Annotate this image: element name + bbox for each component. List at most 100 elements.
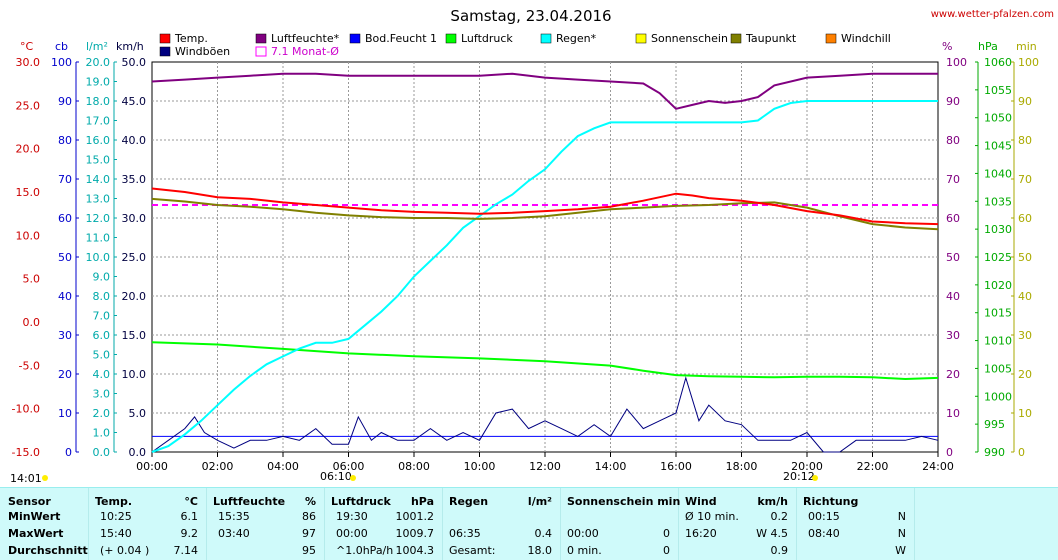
tick-label: 1005 xyxy=(984,362,1012,375)
tick-label: 40 xyxy=(1018,290,1032,303)
tick-label-time: 12:00 xyxy=(529,460,561,473)
tick-label: 0.0 xyxy=(93,446,111,459)
weather-chart: Samstag, 23.04.2016 www.wetter-pfalzen.c… xyxy=(10,7,1054,485)
header-wind: Wind xyxy=(685,495,717,508)
tick-label: 80 xyxy=(1018,134,1032,147)
legend-item-windboeen: Windböen xyxy=(159,45,230,58)
table-cell: 18.0 xyxy=(527,544,553,557)
site-link[interactable]: www.wetter-pfalzen.com xyxy=(931,9,1054,20)
legend-label: 7.1 Monat-Ø xyxy=(271,45,339,58)
header-hum: Luftfeuchte xyxy=(213,495,286,508)
table-cell: 1009.7 xyxy=(395,527,435,540)
unit-temp: °C xyxy=(20,40,34,53)
unit-min: min xyxy=(1016,40,1037,53)
table-cell: ^1.0hPa/h xyxy=(336,544,394,557)
tick-label: 1.0 xyxy=(93,427,111,440)
tick-label-time: 22:00 xyxy=(857,460,889,473)
tick-label: 10.0 xyxy=(122,368,147,381)
legend-item-temp: Temp. xyxy=(159,32,208,45)
tick-label: 1015 xyxy=(984,307,1012,320)
header-temp-unit: °C xyxy=(184,495,198,508)
col-divider xyxy=(88,488,89,560)
table-cell: 00:00 xyxy=(567,527,599,540)
tick-label: 19.0 xyxy=(86,76,111,89)
table-cell: 9.2 xyxy=(180,527,199,540)
tick-label: 0 xyxy=(946,446,953,459)
tick-label: 5.0 xyxy=(93,349,111,362)
table-cell: 15:40 xyxy=(100,527,132,540)
header-hum-unit: % xyxy=(304,495,316,508)
tick-label: 30.0 xyxy=(122,212,147,225)
table-cell: N xyxy=(897,527,906,540)
tick-label: 70 xyxy=(946,173,960,186)
tick-label: 20.0 xyxy=(122,290,147,303)
tick-label-time: 16:00 xyxy=(660,460,692,473)
tick-label: 70 xyxy=(1018,173,1032,186)
tick-label: 100 xyxy=(51,56,72,69)
series-line-temp xyxy=(151,187,939,226)
sun-icon xyxy=(350,475,356,481)
tick-label-time: 06:00 xyxy=(333,460,365,473)
tick-label: 20.0 xyxy=(86,56,111,69)
tick-label: 20 xyxy=(58,368,72,381)
tick-label: 70 xyxy=(58,173,72,186)
tick-label: 0.0 xyxy=(23,316,41,329)
table-cell: 0.2 xyxy=(770,510,789,523)
table-cell: W xyxy=(895,544,906,557)
legend-item-taupunkt: Taupunkt xyxy=(730,32,797,45)
tick-label: 20 xyxy=(946,368,960,381)
tick-label: 12.0 xyxy=(86,212,111,225)
tick-label: 50 xyxy=(58,251,72,264)
tick-label: 3.0 xyxy=(93,388,111,401)
legend: Temp. Windböen Luftfeuchte* 7.1 Monat-Ø … xyxy=(159,32,891,58)
header-rain-unit: l/m² xyxy=(527,495,552,508)
axes: 00:00 02:00 04:00 06:00 08:00 10:00 12:00 14:00… xyxy=(12,56,1039,473)
tick-label: -5.0 xyxy=(19,359,40,372)
row-label: Durchschnitt xyxy=(8,544,88,557)
tick-label: 30 xyxy=(1018,329,1032,342)
legend-label: Windchill xyxy=(841,32,891,45)
tick-label: 10 xyxy=(946,407,960,420)
table-cell: 03:40 xyxy=(218,527,250,540)
tick-label: 20 xyxy=(1018,368,1032,381)
table-cell: W 4.5 xyxy=(756,527,788,540)
tick-label: 1030 xyxy=(984,223,1012,236)
table-cell: 1001.2 xyxy=(395,510,435,523)
tick-label: 100 xyxy=(946,56,967,69)
legend-label: Sonnenschein xyxy=(651,32,728,45)
tick-label-time: 08:00 xyxy=(398,460,430,473)
table-cell: Ø 10 min. xyxy=(685,510,739,523)
tick-label: 0 xyxy=(1018,446,1025,459)
tick-label: 17.0 xyxy=(86,115,111,128)
legend-label: Luftdruck xyxy=(461,32,513,45)
tick-label: 10 xyxy=(1018,407,1032,420)
axis-wind: 50.0 45.0 40.0 35.0 30.0 25.0 20.0 15.0 10.0 5.0 0… xyxy=(122,56,147,459)
tick-label: 15.0 xyxy=(122,329,147,342)
tick-label: 60 xyxy=(1018,212,1032,225)
tick-label: 1035 xyxy=(984,195,1012,208)
table-cell: 0 xyxy=(663,527,670,540)
legend-label: Regen* xyxy=(556,32,597,45)
tick-label: 80 xyxy=(946,134,960,147)
tick-label: 1055 xyxy=(984,84,1012,97)
legend-label: Taupunkt xyxy=(745,32,797,45)
axis-temp: 30.0 25.0 20.0 15.0 10.0 5.0 0.0 -5.0 -10.0 -15.0 xyxy=(12,56,40,459)
tick-label: 10 xyxy=(58,407,72,420)
legend-item-windchill: Windchill xyxy=(825,32,891,45)
tick-label: 2.0 xyxy=(93,407,111,420)
header-sensor: Sensor xyxy=(8,495,51,508)
table-cell: 00:00 xyxy=(336,527,368,540)
table-cell: 6.1 xyxy=(180,510,199,523)
table-cell: 19:30 xyxy=(336,510,368,523)
tick-label: 60 xyxy=(58,212,72,225)
tick-label-time: 20:00 xyxy=(791,460,823,473)
tick-label: 990 xyxy=(984,446,1005,459)
table-cell: 1004.3 xyxy=(395,544,435,557)
tick-label-time: 00:00 xyxy=(136,460,168,473)
legend-item-sonnenschein: Sonnenschein xyxy=(635,32,728,45)
tick-label: 6.0 xyxy=(93,329,111,342)
header-dir: Richtung xyxy=(803,495,859,508)
series-line-windb-en xyxy=(151,376,939,453)
axis-rain: 20.0 19.0 18.0 17.0 16.0 15.0 14.0 13.0 12.0 11.0… xyxy=(86,56,117,459)
